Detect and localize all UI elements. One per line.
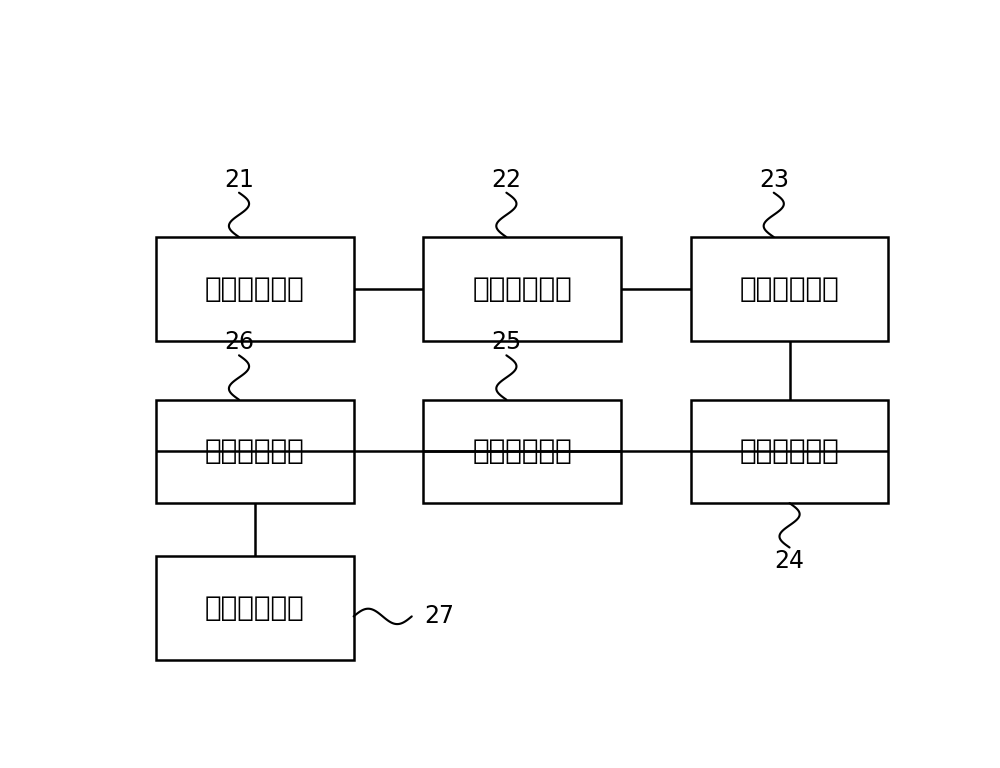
Text: 23: 23 (759, 167, 789, 192)
Text: 21: 21 (224, 167, 254, 192)
Text: 第一优化模块: 第一优化模块 (740, 438, 839, 465)
Text: 噪声模拟模块: 噪声模拟模块 (472, 275, 572, 303)
Bar (156, 399, 354, 503)
Text: 第二优化模块: 第二优化模块 (205, 438, 305, 465)
Bar (691, 399, 888, 503)
Text: 24: 24 (775, 548, 805, 572)
Text: 25: 25 (491, 330, 522, 354)
Text: 27: 27 (424, 604, 454, 628)
Bar (156, 237, 354, 340)
Text: 真实去噪模块: 真实去噪模块 (472, 438, 572, 465)
Text: 26: 26 (224, 330, 254, 354)
Bar (423, 399, 621, 503)
Bar (156, 556, 354, 660)
Text: 模拟去噪模块: 模拟去噪模块 (740, 275, 839, 303)
Text: 最终去噪模块: 最终去噪模块 (205, 594, 305, 622)
Text: 图像获取模块: 图像获取模块 (205, 275, 305, 303)
Text: 22: 22 (491, 167, 521, 192)
Bar (691, 237, 888, 340)
Bar (423, 237, 621, 340)
